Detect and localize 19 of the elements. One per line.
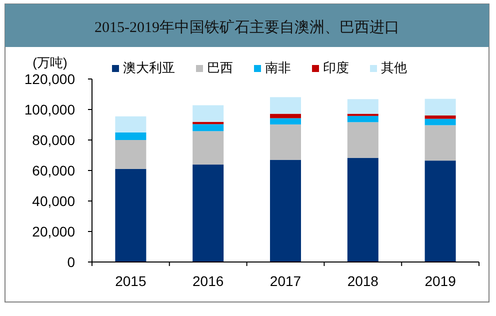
y-tick-label: 100,000 <box>24 102 76 118</box>
x-tick-label: 2015 <box>115 273 146 289</box>
y-tick-label: 0 <box>67 254 76 270</box>
chart-title: 2015-2019年中国铁矿石主要自澳洲、巴西进口 <box>94 19 400 36</box>
x-tick-label: 2019 <box>424 273 456 289</box>
y-axis-title: (万吨) <box>32 55 68 70</box>
y-tick-label: 40,000 <box>32 193 76 209</box>
x-tick-label: 2018 <box>347 273 379 289</box>
y-tick-label: 120,000 <box>24 71 76 87</box>
y-tick-label: 60,000 <box>32 162 76 178</box>
legend-label: 巴西 <box>207 60 233 75</box>
legend-label: 印度 <box>323 60 349 75</box>
x-tick-label: 2017 <box>270 273 302 289</box>
x-tick-label: 2016 <box>192 273 224 289</box>
legend-label: 澳大利亚 <box>123 60 175 75</box>
legend-label: 南非 <box>265 60 291 75</box>
y-tick-label: 20,000 <box>32 224 76 240</box>
legend-label: 其他 <box>381 60 407 75</box>
y-tick-label: 80,000 <box>32 132 76 148</box>
